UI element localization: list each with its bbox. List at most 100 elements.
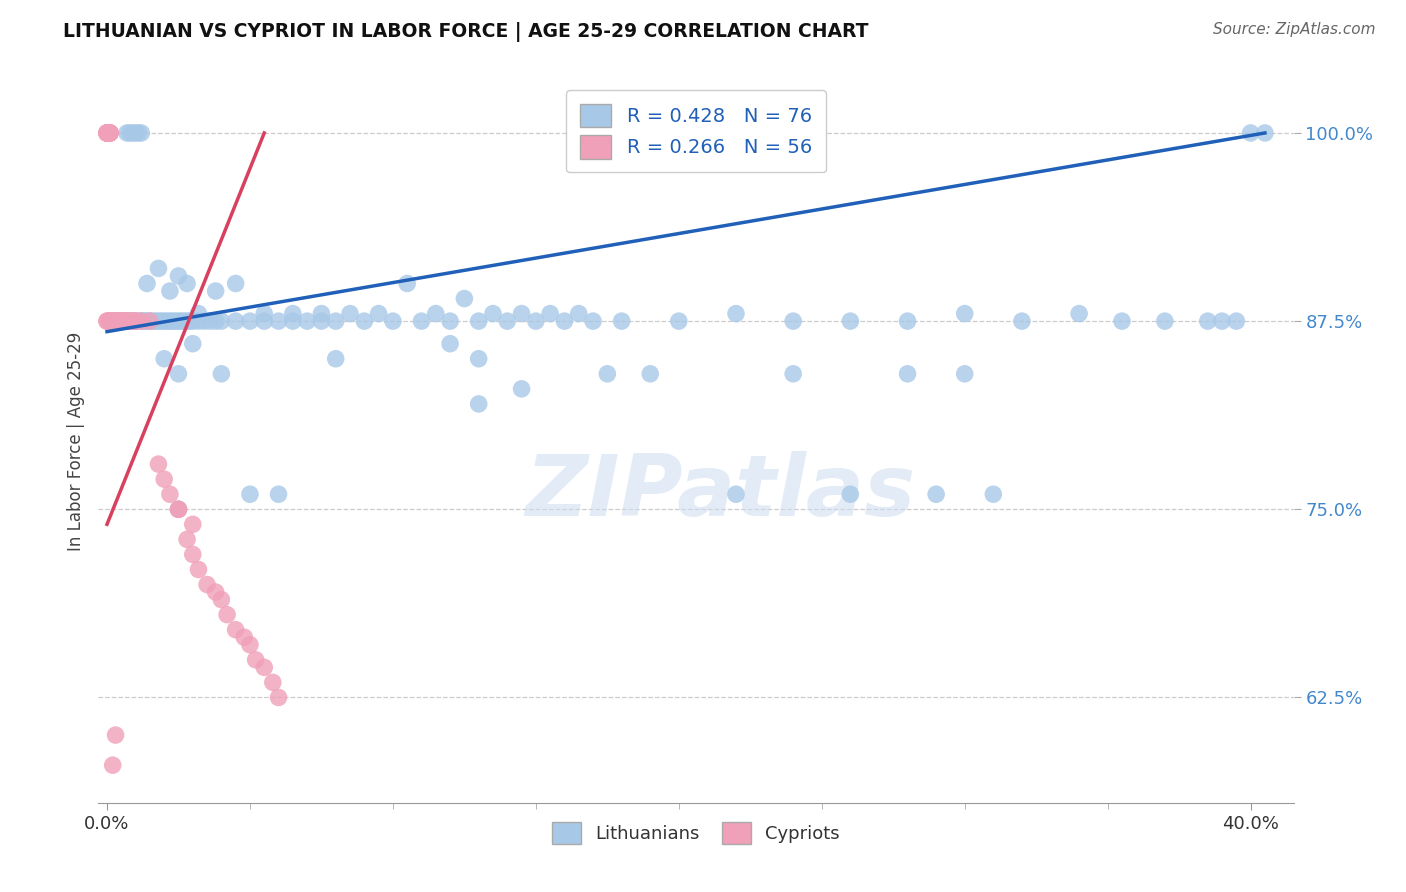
Point [101,314,124,328]
Point [953,307,976,321]
Point [568,307,591,321]
Point [159,314,181,328]
Point [239,487,262,501]
Point [96,126,118,140]
Point [267,690,290,705]
Point [311,307,333,321]
Point [176,533,198,547]
Point [98,126,121,140]
Point [217,607,239,622]
Point [253,660,276,674]
Point [127,314,149,328]
Point [596,367,619,381]
Point [112,314,135,328]
Point [953,367,976,381]
Point [124,314,146,328]
Point [148,314,170,328]
Point [167,314,190,328]
Y-axis label: In Labor Force | Age 25-29: In Labor Force | Age 25-29 [66,332,84,551]
Text: Source: ZipAtlas.com: Source: ZipAtlas.com [1212,22,1375,37]
Point [467,351,489,366]
Point [170,314,193,328]
Point [267,314,290,328]
Point [134,314,156,328]
Point [98,126,121,140]
Point [204,284,226,298]
Point [98,314,121,328]
Point [204,585,226,599]
Point [121,314,143,328]
Point [153,314,176,328]
Point [124,314,146,328]
Point [225,277,247,291]
Point [295,314,318,328]
Point [839,314,862,328]
Point [167,502,190,516]
Point [124,314,146,328]
Point [134,314,156,328]
Point [131,126,153,140]
Point [896,314,918,328]
Point [1239,126,1261,140]
Point [104,314,127,328]
Point [367,307,389,321]
Point [101,314,124,328]
Point [110,314,132,328]
Point [96,126,118,140]
Point [145,314,167,328]
Point [136,314,159,328]
Point [381,314,404,328]
Point [110,314,132,328]
Point [981,487,1004,501]
Point [510,307,533,321]
Point [139,314,162,328]
Point [510,382,533,396]
Point [239,638,262,652]
Point [195,577,218,591]
Point [124,314,146,328]
Point [1197,314,1219,328]
Point [724,307,747,321]
Point [118,314,141,328]
Point [131,314,153,328]
Point [181,517,204,532]
Point [156,314,179,328]
Point [262,675,284,690]
Point [396,277,419,291]
Point [115,314,138,328]
Point [104,728,127,742]
Point [159,284,181,298]
Point [101,758,124,772]
Point [139,314,162,328]
Point [181,336,204,351]
Point [233,630,256,644]
Point [148,457,170,471]
Point [131,314,153,328]
Point [104,314,127,328]
Point [153,472,176,486]
Point [496,314,519,328]
Point [124,126,146,140]
Point [1111,314,1133,328]
Point [112,314,135,328]
Text: LITHUANIAN VS CYPRIOT IN LABOR FORCE | AGE 25-29 CORRELATION CHART: LITHUANIAN VS CYPRIOT IN LABOR FORCE | A… [63,22,869,42]
Point [425,307,447,321]
Point [839,487,862,501]
Point [1254,126,1277,140]
Point [96,126,118,140]
Point [115,314,138,328]
Point [159,487,181,501]
Point [209,367,232,381]
Point [209,592,232,607]
Point [118,314,141,328]
Text: ZIPatlas: ZIPatlas [524,450,915,533]
Point [204,314,226,328]
Point [1211,314,1233,328]
Point [115,126,138,140]
Point [139,314,162,328]
Point [121,314,143,328]
Point [96,126,118,140]
Point [167,367,190,381]
Point [353,314,375,328]
Point [193,314,215,328]
